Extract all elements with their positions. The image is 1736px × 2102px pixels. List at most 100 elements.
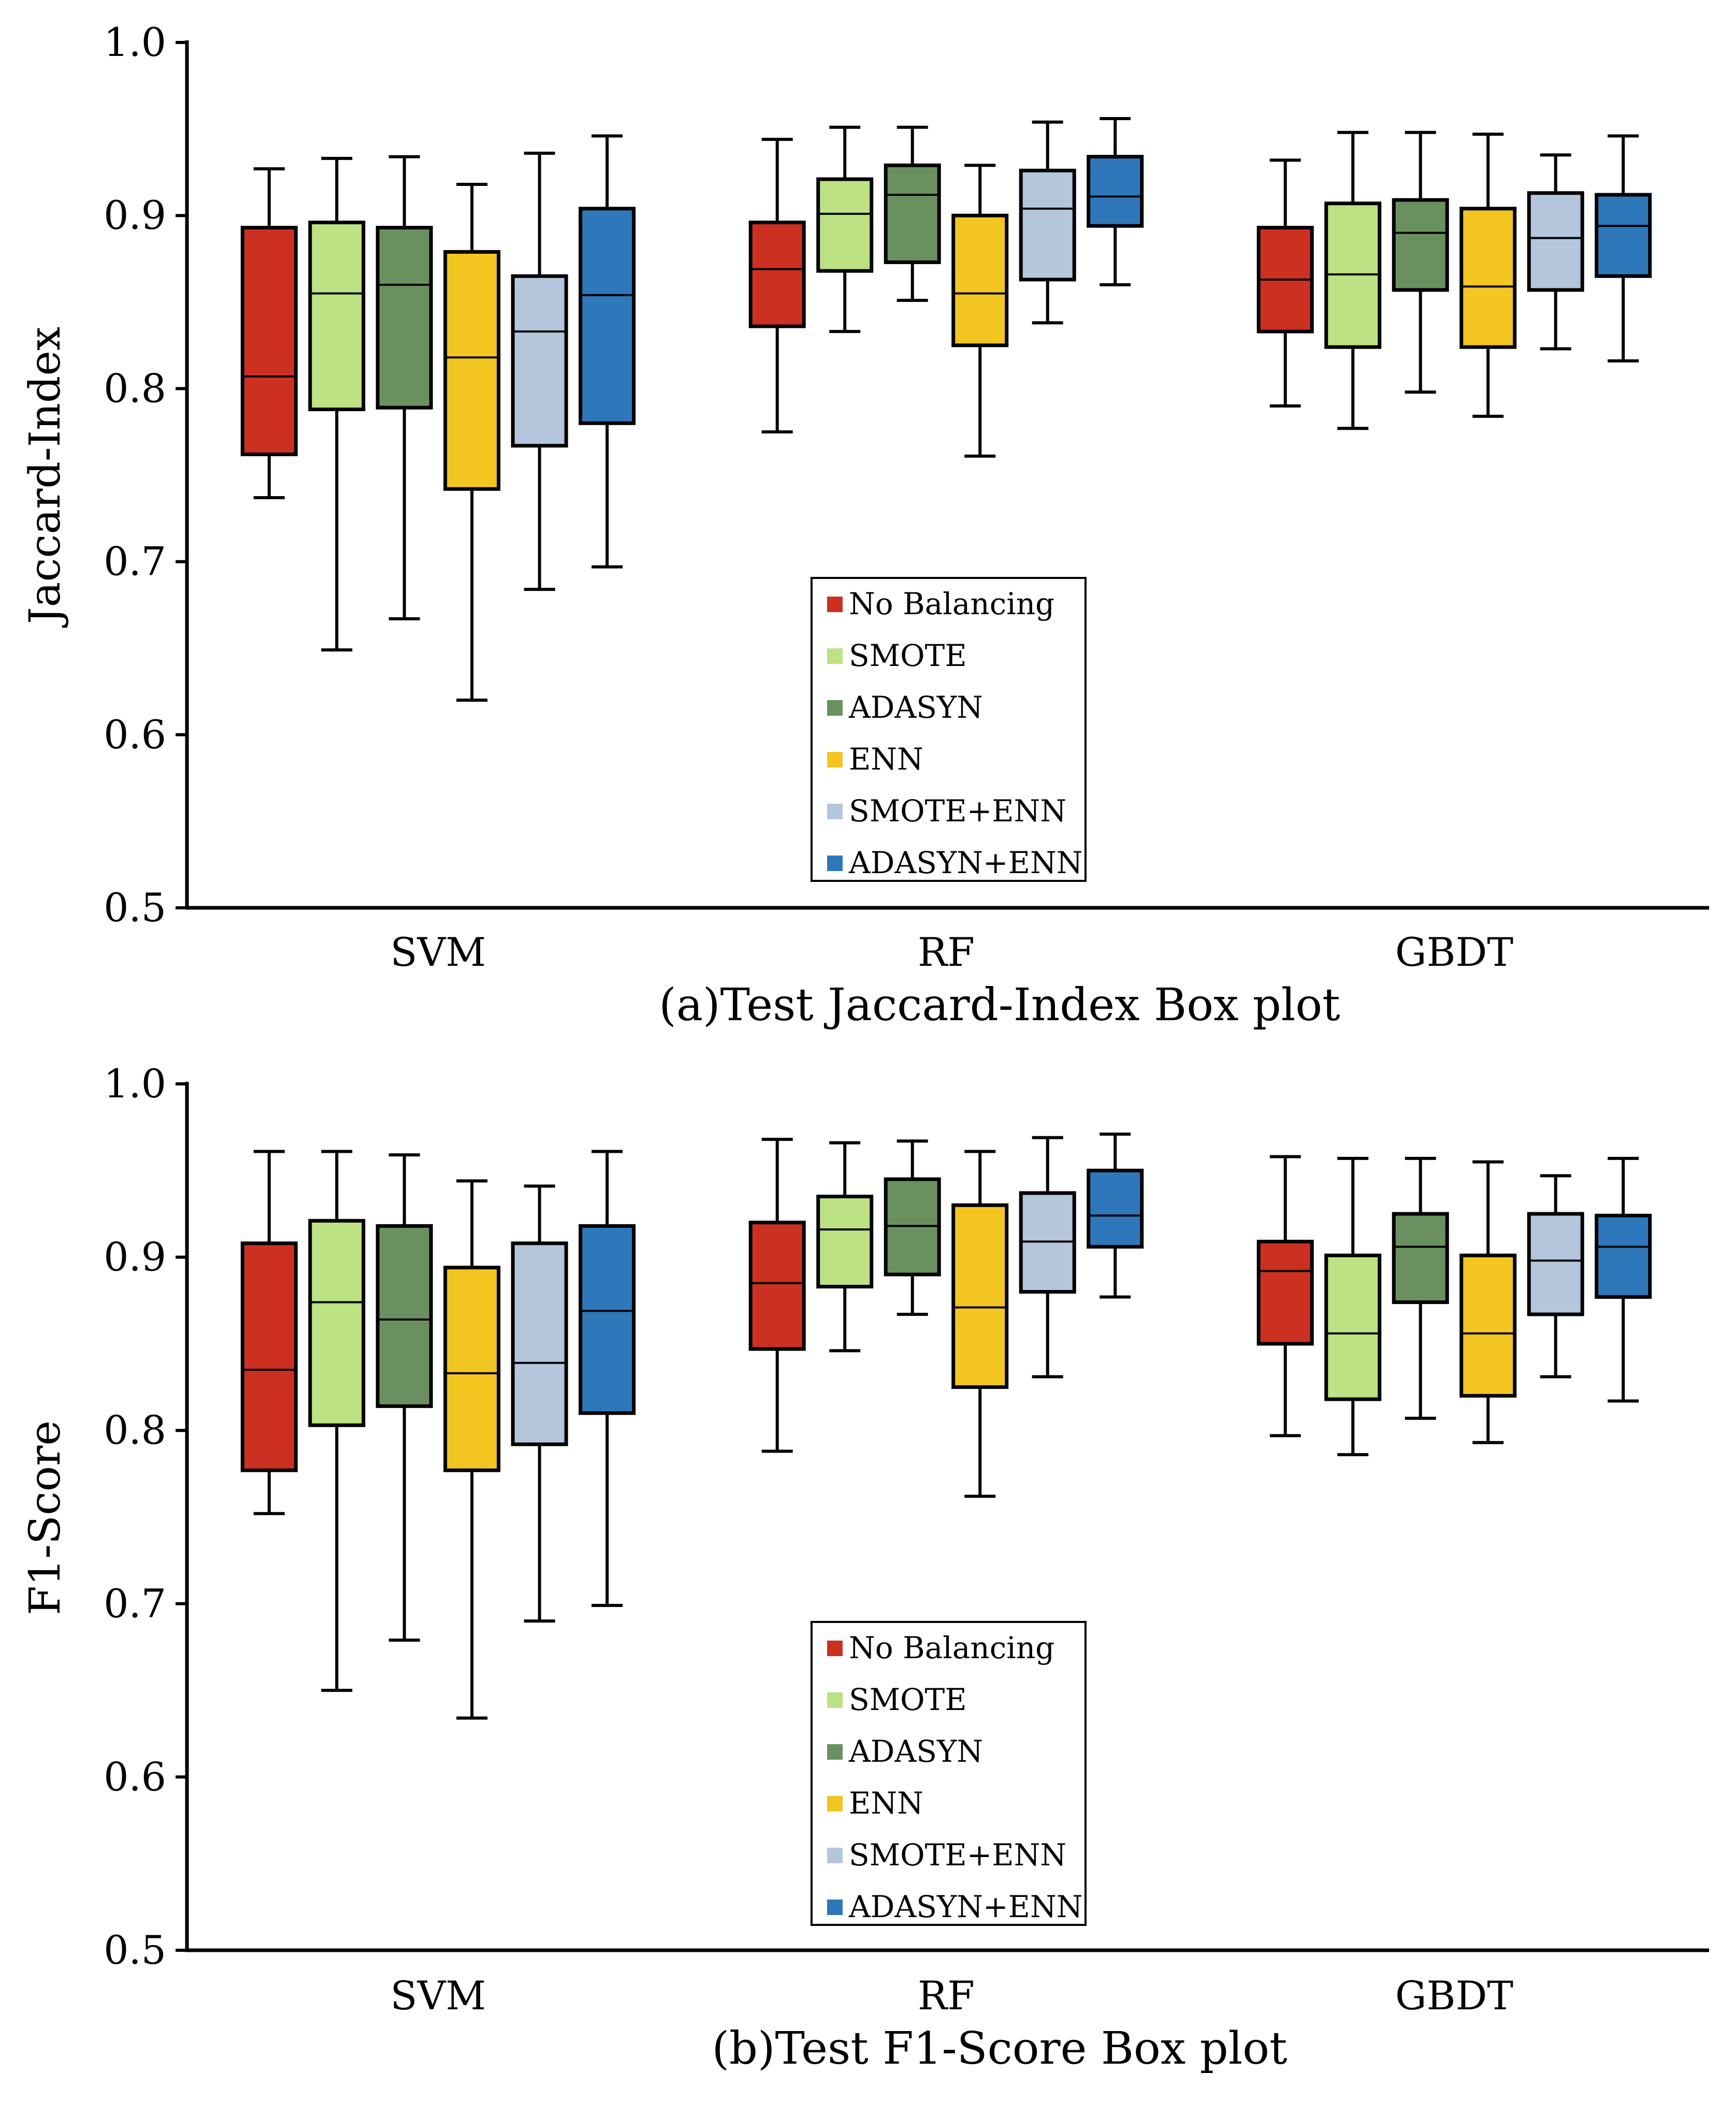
y-tick-label: 0.9 xyxy=(104,1234,166,1280)
legend-label: ADASYN xyxy=(848,1734,983,1769)
legend-label: SMOTE+ENN xyxy=(849,1837,1066,1873)
box-adasyn-svm xyxy=(375,155,433,620)
box-iqr xyxy=(578,1224,636,1415)
box-enn-rf xyxy=(951,1150,1009,1498)
box-no-balancing-svm xyxy=(240,167,298,499)
box-iqr xyxy=(1459,207,1517,349)
y-tick-label: 0.9 xyxy=(104,192,166,238)
box-adasyn-rf xyxy=(884,125,941,302)
legend-swatch xyxy=(827,1744,843,1760)
box-iqr xyxy=(748,221,806,328)
legend-swatch xyxy=(827,1900,843,1915)
box-enn-svm xyxy=(443,183,501,702)
legend-label: SMOTE+ENN xyxy=(849,793,1066,829)
box-iqr xyxy=(816,1194,874,1288)
x-category-label: SVM xyxy=(390,1973,486,2019)
box-iqr xyxy=(1527,1212,1584,1316)
box-iqr xyxy=(951,1203,1009,1389)
y-tick-label: 0.8 xyxy=(104,365,166,411)
box-smote-svm xyxy=(308,156,366,652)
x-category-label: RF xyxy=(918,929,975,975)
box-iqr xyxy=(308,1219,366,1427)
y-tick-label: 0.5 xyxy=(104,885,166,931)
legend-swatch xyxy=(827,804,843,819)
box-adasyn-gbdt xyxy=(1392,131,1449,394)
box-iqr xyxy=(1087,155,1144,228)
x-category-label: GBDT xyxy=(1395,929,1513,975)
box-iqr xyxy=(1019,168,1076,282)
box-enn-gbdt xyxy=(1459,1160,1517,1444)
y-tick-label: 0.5 xyxy=(104,1927,166,1973)
legend-swatch xyxy=(827,597,843,612)
legend-label: No Balancing xyxy=(849,1630,1054,1665)
box-adasyn-enn-rf xyxy=(1087,1133,1144,1299)
box-no-balancing-rf xyxy=(748,138,806,433)
y-tick-label: 0.7 xyxy=(104,539,166,585)
box-iqr xyxy=(1087,1168,1144,1249)
box-enn-rf xyxy=(951,164,1009,458)
box-smote-enn-rf xyxy=(1019,120,1076,325)
box-smote-gbdt xyxy=(1324,1156,1382,1457)
box-adasyn-svm xyxy=(375,1153,433,1642)
box-adasyn-rf xyxy=(884,1139,941,1316)
legend-swatch xyxy=(827,1848,843,1863)
box-iqr xyxy=(443,1266,501,1472)
box-iqr xyxy=(1392,198,1449,292)
legend-label: ENN xyxy=(849,742,923,777)
box-iqr xyxy=(884,163,941,264)
box-adasyn-enn-svm xyxy=(578,134,636,569)
legend-label: ADASYN xyxy=(848,690,983,725)
legend-swatch xyxy=(827,700,843,716)
box-smote-enn-rf xyxy=(1019,1136,1076,1379)
x-category-label: GBDT xyxy=(1395,1973,1513,2019)
legend-frame xyxy=(811,1621,1087,1926)
box-adasyn-enn-gbdt xyxy=(1595,1156,1652,1403)
box-smote-enn-svm xyxy=(511,1184,568,1623)
box-smote-rf xyxy=(816,1141,874,1353)
legend-swatch xyxy=(827,648,843,664)
y-tick-label: 0.6 xyxy=(104,1753,166,1800)
box-no-balancing-gbdt xyxy=(1256,1155,1314,1438)
box-adasyn-enn-svm xyxy=(578,1150,636,1607)
box-iqr xyxy=(511,1241,568,1446)
box-enn-gbdt xyxy=(1459,133,1517,418)
legend-label: SMOTE xyxy=(849,1682,967,1717)
legend-label: ENN xyxy=(849,1786,923,1821)
y-tick-label: 0.8 xyxy=(104,1407,166,1453)
box-iqr xyxy=(1595,193,1652,278)
box-iqr xyxy=(748,1221,806,1351)
legend: No Balancing SMOTE ADASYN ENN SMOTE+ENN ADASY… xyxy=(811,1621,1087,1926)
box-smote-gbdt xyxy=(1324,131,1382,430)
box-no-balancing-rf xyxy=(748,1138,806,1453)
y-tick-label: 0.6 xyxy=(104,712,166,758)
y-tick-label: 1.0 xyxy=(104,1061,166,1107)
panel-a: 0.5 0.6 0.7 0.8 0.9 1.0 Jaccard-Index SVM RF GBDT… xyxy=(21,19,1709,1031)
x-category-label: RF xyxy=(918,1973,975,2019)
legend-swatch xyxy=(827,752,843,767)
box-adasyn-enn-gbdt xyxy=(1595,134,1652,363)
legend-label: ADASYN+ENN xyxy=(848,845,1082,880)
box-iqr xyxy=(1595,1213,1652,1299)
y-tick-label: 1.0 xyxy=(104,19,166,65)
box-iqr xyxy=(1256,1239,1314,1346)
box-enn-svm xyxy=(443,1179,501,1720)
legend-label: SMOTE xyxy=(849,638,967,673)
box-iqr xyxy=(443,250,501,491)
box-iqr xyxy=(1527,191,1584,292)
box-iqr xyxy=(951,213,1009,347)
legend-swatch xyxy=(827,1796,843,1811)
box-iqr xyxy=(240,1241,298,1472)
box-adasyn-gbdt xyxy=(1392,1156,1449,1420)
y-axis-label: Jaccard-Index xyxy=(21,327,70,628)
legend-label: No Balancing xyxy=(849,586,1054,621)
box-iqr xyxy=(1459,1253,1517,1398)
legend-frame xyxy=(811,577,1087,882)
y-tick-label: 0.7 xyxy=(104,1581,166,1627)
legend-swatch xyxy=(827,856,843,871)
y-axis-label: F1-Score xyxy=(21,1420,70,1615)
box-iqr xyxy=(308,221,366,412)
box-adasyn-enn-rf xyxy=(1087,117,1144,286)
box-iqr xyxy=(1324,1253,1382,1401)
legend-swatch xyxy=(827,1641,843,1656)
